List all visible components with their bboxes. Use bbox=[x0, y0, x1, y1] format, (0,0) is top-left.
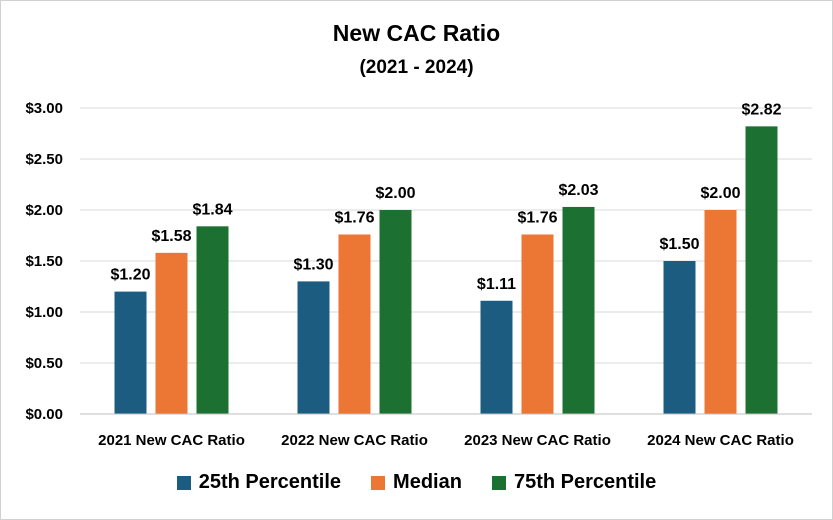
bar-75th-percentile bbox=[379, 210, 412, 414]
x-tick-label: 2021 New CAC Ratio bbox=[98, 432, 245, 449]
data-label: $1.50 bbox=[659, 236, 699, 253]
y-tick-label: $0.00 bbox=[25, 406, 63, 423]
x-axis: 2021 New CAC Ratio 2022 New CAC Ratio 2023… bbox=[80, 413, 812, 449]
data-label: $2.00 bbox=[700, 185, 740, 202]
legend: 25th Percentile Median 75th Percentile bbox=[0, 471, 833, 494]
y-tick-label: $2.50 bbox=[25, 151, 63, 168]
bar-75th-percentile bbox=[562, 206, 595, 414]
x-tick-label: 2023 New CAC Ratio bbox=[464, 432, 611, 449]
legend-item: Median bbox=[371, 471, 462, 494]
data-label: $2.00 bbox=[375, 185, 415, 202]
data-label: $1.11 bbox=[477, 276, 516, 293]
bar-25th-percentile bbox=[480, 300, 513, 414]
chart-title: New CAC Ratio bbox=[332, 20, 501, 46]
legend-swatch bbox=[491, 475, 506, 490]
bar-median bbox=[704, 210, 737, 414]
bar-25th-percentile bbox=[114, 291, 147, 414]
y-tick-label: $1.00 bbox=[25, 304, 63, 321]
legend-label: Median bbox=[393, 471, 462, 493]
data-label: $2.82 bbox=[741, 101, 781, 118]
legend-swatch bbox=[371, 475, 386, 490]
data-label: $1.58 bbox=[151, 228, 191, 245]
bars bbox=[114, 126, 778, 415]
legend-item: 25th Percentile bbox=[176, 471, 342, 494]
legend-swatch bbox=[176, 475, 191, 490]
data-label: $2.03 bbox=[558, 182, 598, 199]
data-label: $1.76 bbox=[334, 209, 374, 226]
legend-label: 25th Percentile bbox=[198, 471, 342, 493]
bar-25th-percentile bbox=[663, 261, 696, 414]
y-tick-label: $0.50 bbox=[25, 355, 63, 372]
x-tick-label: 2022 New CAC Ratio bbox=[281, 432, 428, 449]
bar-median bbox=[521, 234, 554, 414]
data-labels: $1.20$1.58$1.84$1.30$1.76$2.00$1.11$1.76… bbox=[110, 101, 781, 292]
data-label: $1.84 bbox=[192, 201, 232, 218]
legend-label: 75th Percentile bbox=[513, 471, 657, 493]
y-axis: $0.00 $0.50 $1.00 $1.50 $2.00 $2.50 $3.00 bbox=[25, 100, 63, 423]
bar-median bbox=[155, 252, 188, 414]
bar-75th-percentile bbox=[196, 226, 229, 414]
chart-subtitle: (2021 - 2024) bbox=[359, 57, 474, 78]
bar-25th-percentile bbox=[297, 281, 330, 414]
y-tick-label: $3.00 bbox=[25, 100, 63, 117]
legend-item: 75th Percentile bbox=[491, 471, 657, 494]
x-tick-label: 2024 New CAC Ratio bbox=[647, 432, 794, 449]
gridlines bbox=[80, 107, 812, 415]
bar-median bbox=[338, 234, 371, 414]
bar-chart: $0.00 $0.50 $1.00 $1.50 $2.00 $2.50 $3.00 $1.2… bbox=[25, 100, 812, 449]
y-tick-label: $1.50 bbox=[25, 253, 63, 270]
data-label: $1.20 bbox=[110, 267, 150, 284]
bar-75th-percentile bbox=[745, 126, 778, 415]
data-label: $1.76 bbox=[517, 209, 557, 226]
y-tick-label: $2.00 bbox=[25, 202, 63, 219]
data-label: $1.30 bbox=[293, 256, 333, 273]
